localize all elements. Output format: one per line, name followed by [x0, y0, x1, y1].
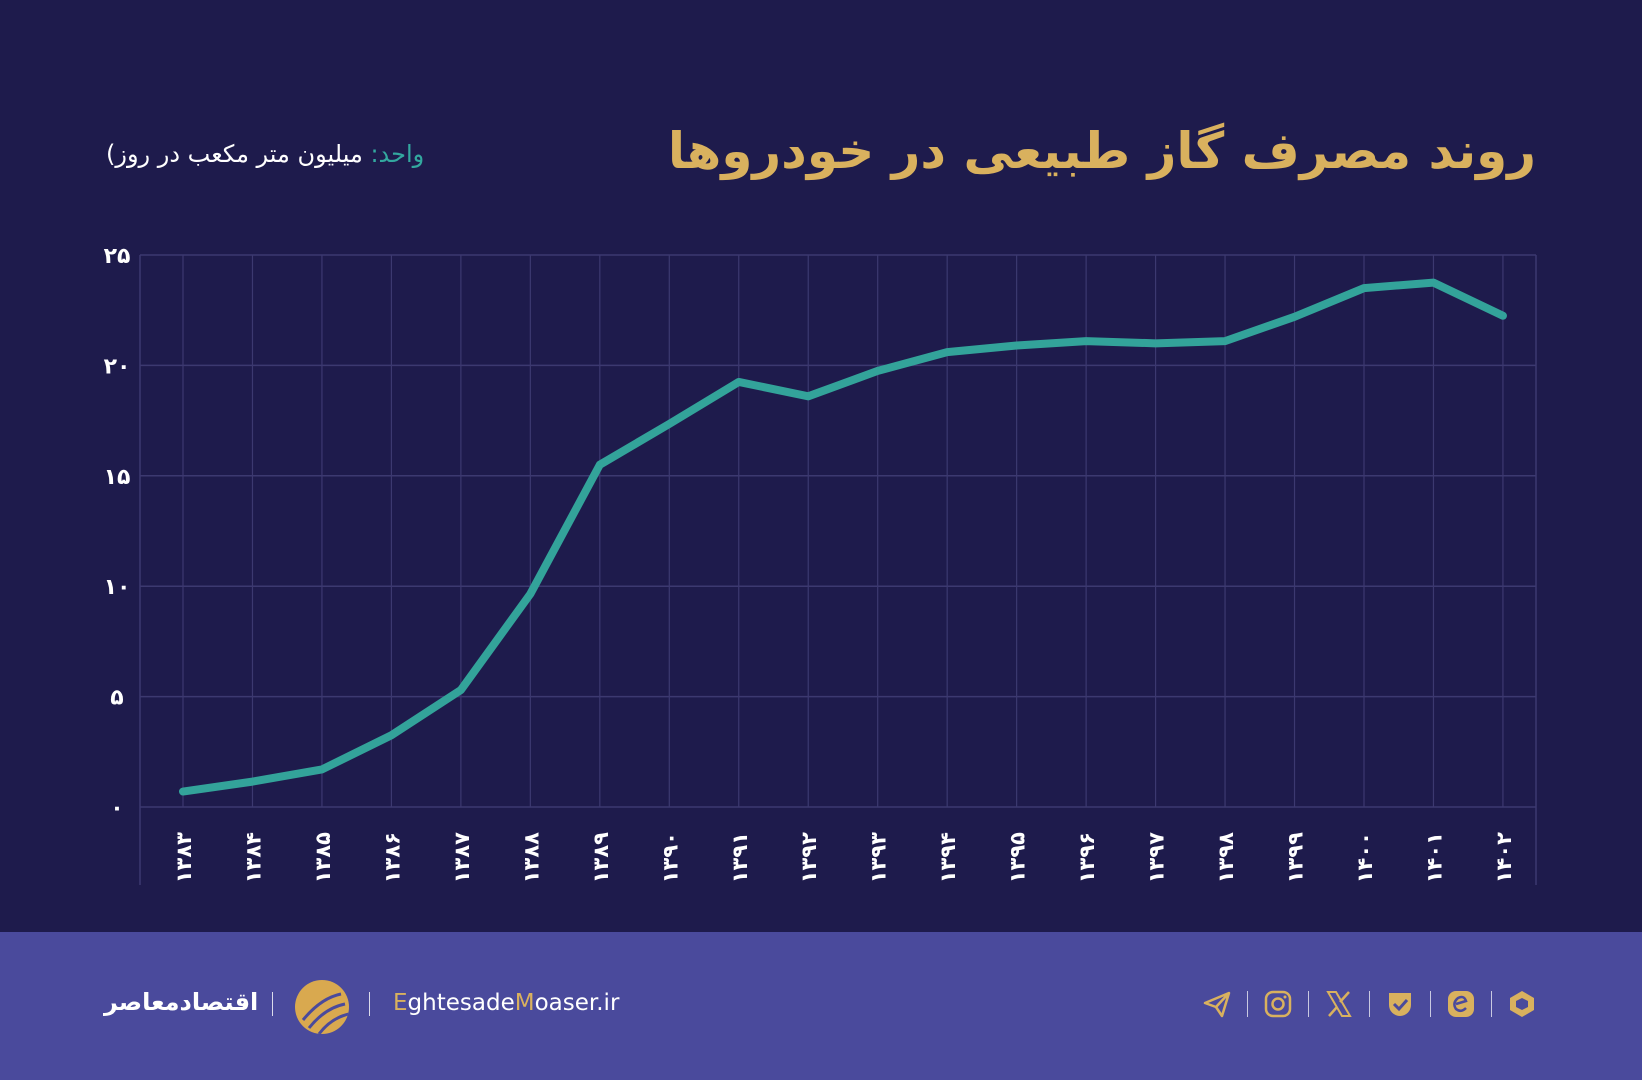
- y-tick-label: ۱۰: [104, 575, 131, 600]
- telegram-icon[interactable]: [1201, 988, 1233, 1020]
- x-tick-label: ۱۴۰۰: [1353, 832, 1377, 883]
- footer: اقتصادمعاصر EghtesadeMoaser.ir: [0, 932, 1642, 1080]
- x-tick-label: ۱۳۹۴: [936, 832, 960, 883]
- x-tick-label: ۱۳۸۷: [450, 832, 474, 883]
- y-tick-label: ۲۵: [104, 244, 131, 269]
- y-tick-label: ۰: [110, 796, 123, 821]
- divider: [1430, 991, 1431, 1017]
- x-tick-label: ۱۳۸۵: [311, 832, 335, 883]
- x-tick-label: ۱۳۹۰: [658, 832, 682, 883]
- x-tick-label: ۱۳۹۶: [1075, 832, 1099, 883]
- x-tick-label: ۱۳۸۹: [589, 832, 613, 883]
- x-tick-label: ۱۴۰۱: [1422, 832, 1446, 883]
- divider: [272, 992, 273, 1016]
- x-tick-label: ۱۳۹۵: [1006, 832, 1030, 883]
- x-tick-label: ۱۳۹۸: [1214, 832, 1238, 883]
- line-chart: ۰ ۵ ۱۰ ۱۵ ۲۰ ۲۵ ۱۳۸۳ ۱۳۸۴ ۱۳۸۵ ۱۳۸۶ ۱۳۸۷ ۱۳۸۸ ۱۳۸۹ ۱۳…: [104, 244, 1537, 885]
- unit-caption: واحد: میلیون متر مکعب در روز): [106, 140, 424, 168]
- y-tick-label: ۱۵: [104, 465, 131, 490]
- x-tick-label: ۱۳۹۳: [867, 832, 891, 883]
- divider: [369, 992, 370, 1016]
- x-tick-label: ۱۳۸۳: [172, 832, 196, 883]
- unit-label: واحد:: [370, 140, 425, 168]
- x-tick-label: ۱۴۰۲: [1492, 832, 1516, 883]
- brand-logo: [295, 980, 349, 1034]
- x-tick-label: ۱۳۹۹: [1284, 832, 1308, 883]
- divider: [1247, 991, 1248, 1017]
- x-tick-label: ۱۳۹۷: [1145, 832, 1169, 883]
- x-icon[interactable]: [1323, 988, 1355, 1020]
- x-tick-label: ۱۳۸۴: [241, 832, 265, 883]
- eitaa-icon[interactable]: [1445, 988, 1477, 1020]
- social-links: [1201, 988, 1538, 1020]
- bale-icon[interactable]: [1384, 988, 1416, 1020]
- divider: [1369, 991, 1370, 1017]
- unit-value: میلیون متر مکعب در روز): [106, 140, 363, 168]
- x-tick-label: ۱۳۸۶: [380, 832, 404, 883]
- chart-title: روند مصرف گاز طبیعی در خودروها: [667, 122, 1536, 180]
- divider: [1308, 991, 1309, 1017]
- x-tick-label: ۱۳۸۸: [519, 832, 543, 883]
- divider: [1491, 991, 1492, 1017]
- x-tick-label: ۱۳۹۲: [797, 832, 821, 883]
- instagram-icon[interactable]: [1262, 988, 1294, 1020]
- website-link[interactable]: EghtesadeMoaser.ir: [393, 990, 620, 1016]
- x-tick-label: ۱۳۹۱: [728, 832, 752, 883]
- y-tick-label: ۲۰: [104, 354, 131, 379]
- brand-name: اقتصادمعاصر: [104, 988, 259, 1016]
- rubika-icon[interactable]: [1506, 988, 1538, 1020]
- series-line: [179, 278, 1507, 796]
- y-tick-label: ۵: [110, 686, 123, 711]
